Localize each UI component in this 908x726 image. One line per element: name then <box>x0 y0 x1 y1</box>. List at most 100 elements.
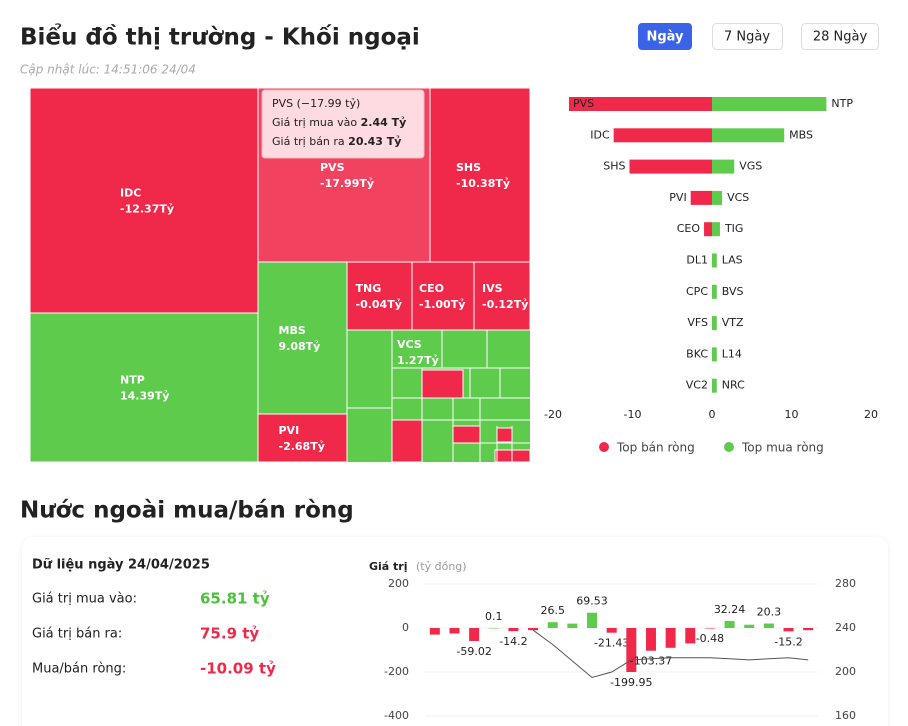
value-label: 69.53 <box>576 595 608 608</box>
cell-label: MBS <box>279 324 306 337</box>
bar-label: DL1 <box>686 254 708 267</box>
bar-label: VC2 <box>686 379 708 392</box>
cell-value: -12.37Tỷ <box>120 203 174 216</box>
button[interactable] <box>638 23 692 50</box>
cell-label: PVI <box>279 424 300 437</box>
bar-label: BKC <box>686 347 708 360</box>
bar <box>712 222 720 237</box>
updated-time: Cập nhật lúc: 14:51:06 24/04 <box>20 63 196 77</box>
cell-label: IVS <box>482 282 503 295</box>
treemap-cell <box>429 87 531 263</box>
legend-label: Top mua ròng <box>741 441 824 455</box>
bar-label: IDC <box>590 128 610 141</box>
cell-value: -1.00Tỷ <box>419 298 465 311</box>
value-label: -15.2 <box>774 635 802 648</box>
y-tick-label: -200 <box>384 665 409 678</box>
bar <box>712 347 717 362</box>
treemap-cell <box>257 413 348 463</box>
legend-marker <box>724 442 734 452</box>
bar <box>528 628 539 631</box>
bar <box>567 623 578 628</box>
bar-label: LAS <box>722 254 743 267</box>
tooltip-row: Giá trị bán ra 20.43 Tỷ <box>272 135 401 148</box>
legend-marker <box>599 442 609 452</box>
stat-label: Mua/bán ròng: <box>32 662 126 677</box>
bar-label: BVS <box>722 285 744 298</box>
stat-label: Giá trị mua vào: <box>32 592 137 607</box>
treemap-cell <box>346 261 413 331</box>
cell-label: PVS <box>320 161 345 174</box>
cell-value: 1.27Tỷ <box>397 354 439 367</box>
stat-label: Giá trị bán ra: <box>32 627 122 642</box>
button-label[interactable]: 28 Ngày <box>813 30 868 45</box>
treemap-cell <box>391 329 443 369</box>
cell-label: IDC <box>120 187 141 200</box>
button[interactable] <box>712 23 783 50</box>
bar <box>449 628 460 634</box>
bar-label: VTZ <box>722 316 744 329</box>
cell-label: TNG <box>356 282 382 295</box>
cell-value: 14.39Tỷ <box>120 390 169 403</box>
bar <box>508 628 519 632</box>
axis-unit: (tỷ đồng) <box>416 560 467 573</box>
cell-label: VCS <box>397 338 422 351</box>
tooltip: PVS (−17.99 tỷ) Giá trị mua vào 2.44 Tỷ … <box>261 89 425 159</box>
bar <box>803 628 814 631</box>
bar <box>690 190 712 205</box>
bar-label: VCS <box>727 191 749 204</box>
bar <box>724 620 735 628</box>
y2-tick-label: 160 <box>835 709 856 722</box>
bar-label: L14 <box>722 347 742 360</box>
cell-value: 9.08Tỷ <box>279 340 321 353</box>
bar <box>712 128 785 143</box>
button-label[interactable]: 7 Ngày <box>724 30 770 45</box>
tooltip-row: Giá trị mua vào 2.44 Tỷ <box>272 116 406 129</box>
bar <box>704 628 715 629</box>
value-label: -14.2 <box>499 635 527 648</box>
y2-tick-label: 200 <box>835 665 856 678</box>
bar <box>712 159 735 174</box>
cell-label: CEO <box>419 282 444 295</box>
bar <box>744 624 755 628</box>
bar <box>712 253 717 268</box>
y2-tick-label: 280 <box>835 577 856 590</box>
bar <box>783 628 794 632</box>
bar-label: TIG <box>724 222 744 235</box>
bar <box>629 159 712 174</box>
cell-value: -2.68Tỷ <box>279 440 325 453</box>
bar-label: SHS <box>603 160 625 173</box>
stat-value: 65.81 tỷ <box>200 590 270 608</box>
treemap-cell <box>257 261 348 415</box>
tooltip-title: PVS (−17.99 tỷ) <box>272 97 360 110</box>
value-label: -21.43 <box>594 637 629 650</box>
tooltip-value: 20.43 Tỷ <box>348 135 401 148</box>
bar-label: CPC <box>686 285 708 298</box>
cell-label: NTP <box>120 374 145 387</box>
bar <box>568 97 712 111</box>
legend-label: Top bán ròng <box>616 441 695 455</box>
cell-value: -0.04Tỷ <box>356 298 402 311</box>
cell-value: -17.99Tỷ <box>320 177 374 190</box>
treemap-cell <box>411 261 475 331</box>
value-label: -0.48 <box>696 632 724 645</box>
value-label: -103.37 <box>630 655 672 668</box>
bar-label: MBS <box>789 128 813 141</box>
y2-tick-label: 240 <box>835 621 856 634</box>
bar <box>606 628 617 633</box>
cell-value: -10.38Tỷ <box>456 177 510 190</box>
bar <box>547 622 558 628</box>
tooltip-value: 2.44 Tỷ <box>361 116 407 129</box>
bar <box>429 628 440 635</box>
bar-label: NTP <box>831 97 853 110</box>
x-tick-label: 0 <box>709 408 716 421</box>
bar <box>645 628 656 651</box>
value-label: 32.24 <box>714 603 746 616</box>
x-tick-label: 10 <box>785 408 799 421</box>
bar <box>469 628 480 641</box>
bar <box>587 612 598 628</box>
tooltip-label: Giá trị bán ra <box>272 135 345 148</box>
button-label[interactable]: Ngày <box>646 30 684 45</box>
bar <box>712 316 717 331</box>
button[interactable] <box>801 23 879 50</box>
